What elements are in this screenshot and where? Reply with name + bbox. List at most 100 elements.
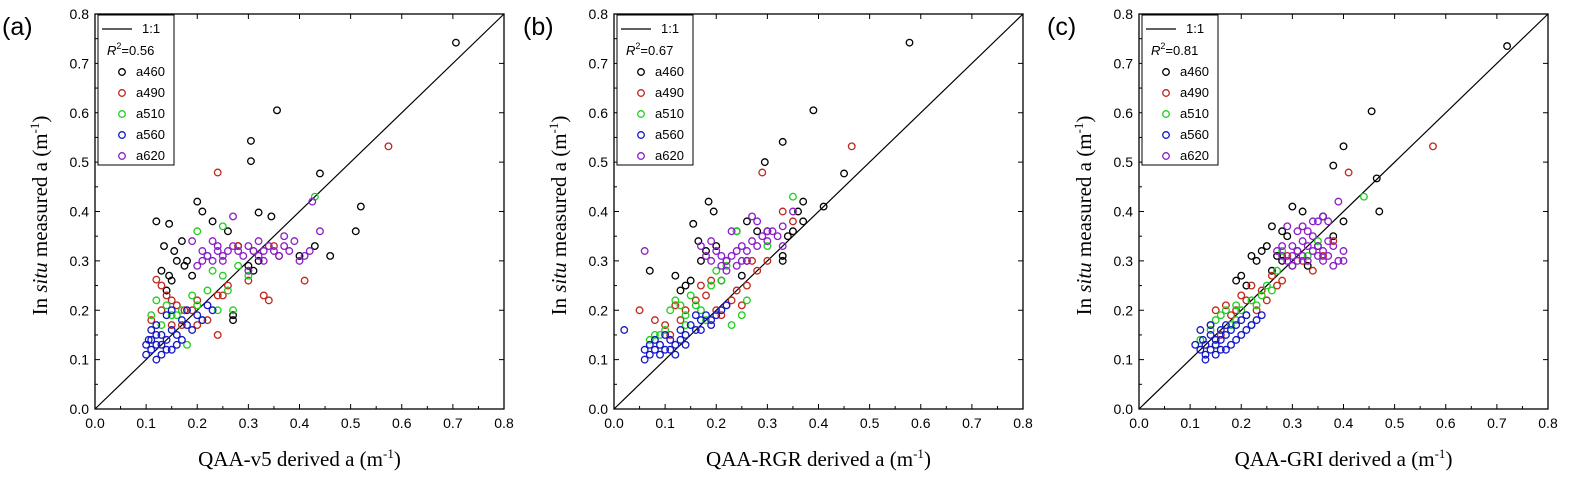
data-point-a560 [183,306,191,315]
data-point-a560 [1221,345,1230,354]
data-point-a620 [778,222,787,231]
data-point-a620 [1319,247,1327,255]
y-tick-label: 0.2 [589,302,609,318]
data-point-a560 [1201,355,1210,364]
data-point-a620 [1283,222,1292,231]
data-point-a490 [737,301,746,310]
x-axis-label: QAA-RGR derived a (m-1) [706,446,931,471]
y-tick-label: 0.0 [589,401,609,417]
data-point-a620 [223,247,232,255]
data-point-a560 [691,326,700,334]
data-point-a620 [305,247,314,255]
data-point-a560 [722,301,731,310]
data-point-a620 [763,227,772,236]
data-point-a560 [656,350,664,359]
data-point-a620 [1313,217,1322,226]
data-point-a490 [259,291,268,300]
x-tick-label: 0.5 [341,415,361,431]
data-point-a460 [1232,276,1241,285]
data-point-a510 [722,261,731,270]
x-tick-label: 0.2 [707,415,727,431]
data-point-a460 [451,38,460,47]
data-point-a510 [737,311,746,320]
data-point-a620 [1273,247,1281,255]
y-axis-label: In situ measured a (m-1) [546,116,571,316]
data-point-a490 [213,291,222,300]
legend-label-a560: a560 [1180,127,1209,142]
data-point-a460 [689,219,698,228]
data-point-a620 [193,261,202,270]
data-point-a460 [696,256,705,265]
legend: 1:1 R2=0.81 a460 a490 a510 a560 a620 [1141,14,1219,166]
data-point-a560 [1247,321,1256,330]
data-point-a490 [676,316,685,325]
x-tick-label: 0.3 [1283,415,1303,431]
data-point-a560 [167,306,176,315]
data-point-a460 [1503,42,1512,51]
data-point-a560 [1257,311,1266,320]
data-point-a460 [1252,256,1261,265]
data-point-a560 [1201,340,1210,349]
data-point-a460 [246,136,255,145]
series-a560 [620,301,731,364]
data-point-a490 [188,306,197,315]
y-tick-label: 0.0 [70,401,90,417]
data-point-a510 [157,321,166,330]
data-point-a620 [1308,217,1317,226]
data-point-a490 [1283,251,1292,260]
legend-marker-a510 [637,110,645,118]
data-point-a490 [264,296,273,305]
data-point-a460 [254,256,263,265]
data-point-a620 [742,256,751,265]
y-tick-label: 0.4 [70,204,90,220]
data-point-a460 [1267,222,1276,231]
x-tick-label: 0.7 [443,415,463,431]
data-point-a560 [162,311,171,320]
data-point-a490 [162,291,171,300]
data-point-a490 [167,296,176,305]
data-point-a620 [788,207,797,216]
data-point-a460 [778,251,787,260]
data-point-a620 [1308,247,1317,255]
data-point-a510 [1232,316,1241,325]
data-point-a560 [702,311,710,320]
data-point-a510 [650,330,659,339]
data-point-a620 [203,251,212,260]
data-point-a560 [172,330,181,339]
legend-marker-a620 [637,152,645,160]
data-point-a490 [778,207,787,216]
data-point-a620 [198,256,207,265]
data-point-a460 [1273,251,1281,260]
data-point-a490 [157,306,166,315]
data-point-a490 [1221,301,1230,310]
legend-label-a490: a490 [136,85,165,100]
data-point-a510 [1232,301,1241,310]
data-point-a620 [753,242,762,251]
x-axis-label: QAA-v5 derived a (m-1) [198,446,401,471]
data-point-a560 [198,316,207,325]
data-point-a620 [763,237,772,246]
data-point-a620 [208,256,217,265]
data-point-a620 [264,242,273,251]
data-point-a560 [1216,326,1225,334]
data-point-a560 [1201,350,1210,359]
data-point-a510 [223,286,232,295]
data-point-a620 [1334,256,1343,265]
data-point-a620 [229,212,237,221]
data-point-a560 [162,335,171,344]
legend-label-a510: a510 [136,106,165,121]
data-point-a460 [905,38,914,47]
data-point-a620 [722,256,731,265]
data-point-a510 [213,306,222,315]
data-point-a490 [180,306,189,315]
y-tick-label: 0.2 [70,302,90,318]
one-to-one-line [94,13,505,410]
data-point-a620 [778,242,787,251]
data-point-a510 [1267,286,1276,295]
data-point-a620 [259,256,268,265]
x-tick-label: 0.7 [962,415,982,431]
data-point-a490 [1344,168,1353,177]
y-tick-label: 0.3 [589,253,609,269]
legend-label-a490: a490 [655,85,684,100]
